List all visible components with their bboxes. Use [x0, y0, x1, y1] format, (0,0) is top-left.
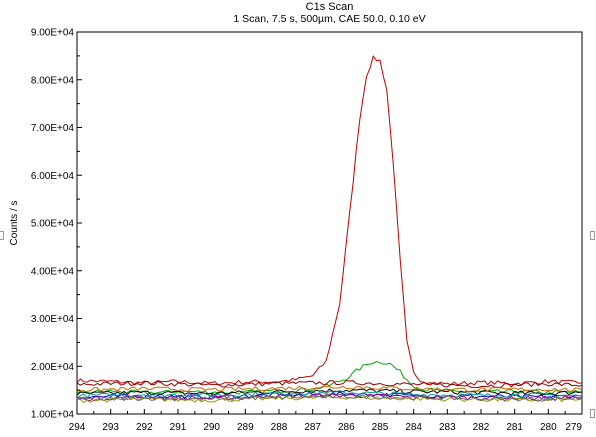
y-tick-label: 8.00E+04: [31, 75, 75, 86]
x-tick-label: 279: [565, 422, 582, 433]
y-tick-label: 2.00E+04: [31, 362, 75, 373]
x-tick-label: 284: [405, 422, 422, 433]
y-tick-label: 4.00E+04: [31, 266, 75, 277]
x-tick-label: 286: [338, 422, 355, 433]
x-axis: 294 293 292 291 290 289 288 287 286 285 284 283 282 2…: [69, 409, 583, 433]
x-tick-label: 294: [69, 422, 86, 433]
y-axis-label: Counts / s: [9, 200, 20, 245]
y-tick-label: 9.00E+04: [31, 28, 75, 39]
x-tick-label: 292: [136, 422, 153, 433]
x-tick-label: 288: [271, 422, 288, 433]
series-line-1: [76, 54, 583, 386]
x-tick-label: 280: [540, 422, 557, 433]
x-tick-label: 287: [304, 422, 321, 433]
chart-subtitle: 1 Scan, 7.5 s, 500µm, CAE 50.0, 0.10 eV: [233, 13, 425, 25]
x-tick-label: 291: [170, 422, 187, 433]
y-tick-label: 1.00E+04: [31, 410, 75, 421]
y-tick-label: 6.00E+04: [31, 171, 75, 182]
chart-title: C1s Scan: [306, 1, 354, 13]
right-edge-handle: [590, 231, 595, 240]
x-tick-label: 283: [439, 422, 456, 433]
series-line-4: [76, 388, 583, 396]
x-tick-label: 289: [237, 422, 254, 433]
y-tick-label: 5.00E+04: [31, 219, 75, 230]
x-tick-label: 293: [102, 422, 119, 433]
x-tick-label: 282: [473, 422, 490, 433]
x-tick-label: 281: [506, 422, 523, 433]
plot-area: [76, 31, 583, 415]
y-tick-label: 7.00E+04: [31, 123, 75, 134]
series-group: [76, 54, 583, 404]
left-edge-handle: [0, 231, 4, 240]
series-line-10: [76, 385, 583, 393]
x-tick-label: 290: [203, 422, 220, 433]
series-line-2: [76, 360, 583, 395]
series-line-9: [76, 393, 583, 402]
y-axis: 1.00E+04 2.00E+04 3.00E+04 4.00E+04 5.00E+04…: [31, 28, 82, 421]
right-edge-handle-bottom: [590, 409, 595, 418]
y-tick-label: 3.00E+04: [31, 314, 75, 325]
x-tick-label: 285: [372, 422, 389, 433]
